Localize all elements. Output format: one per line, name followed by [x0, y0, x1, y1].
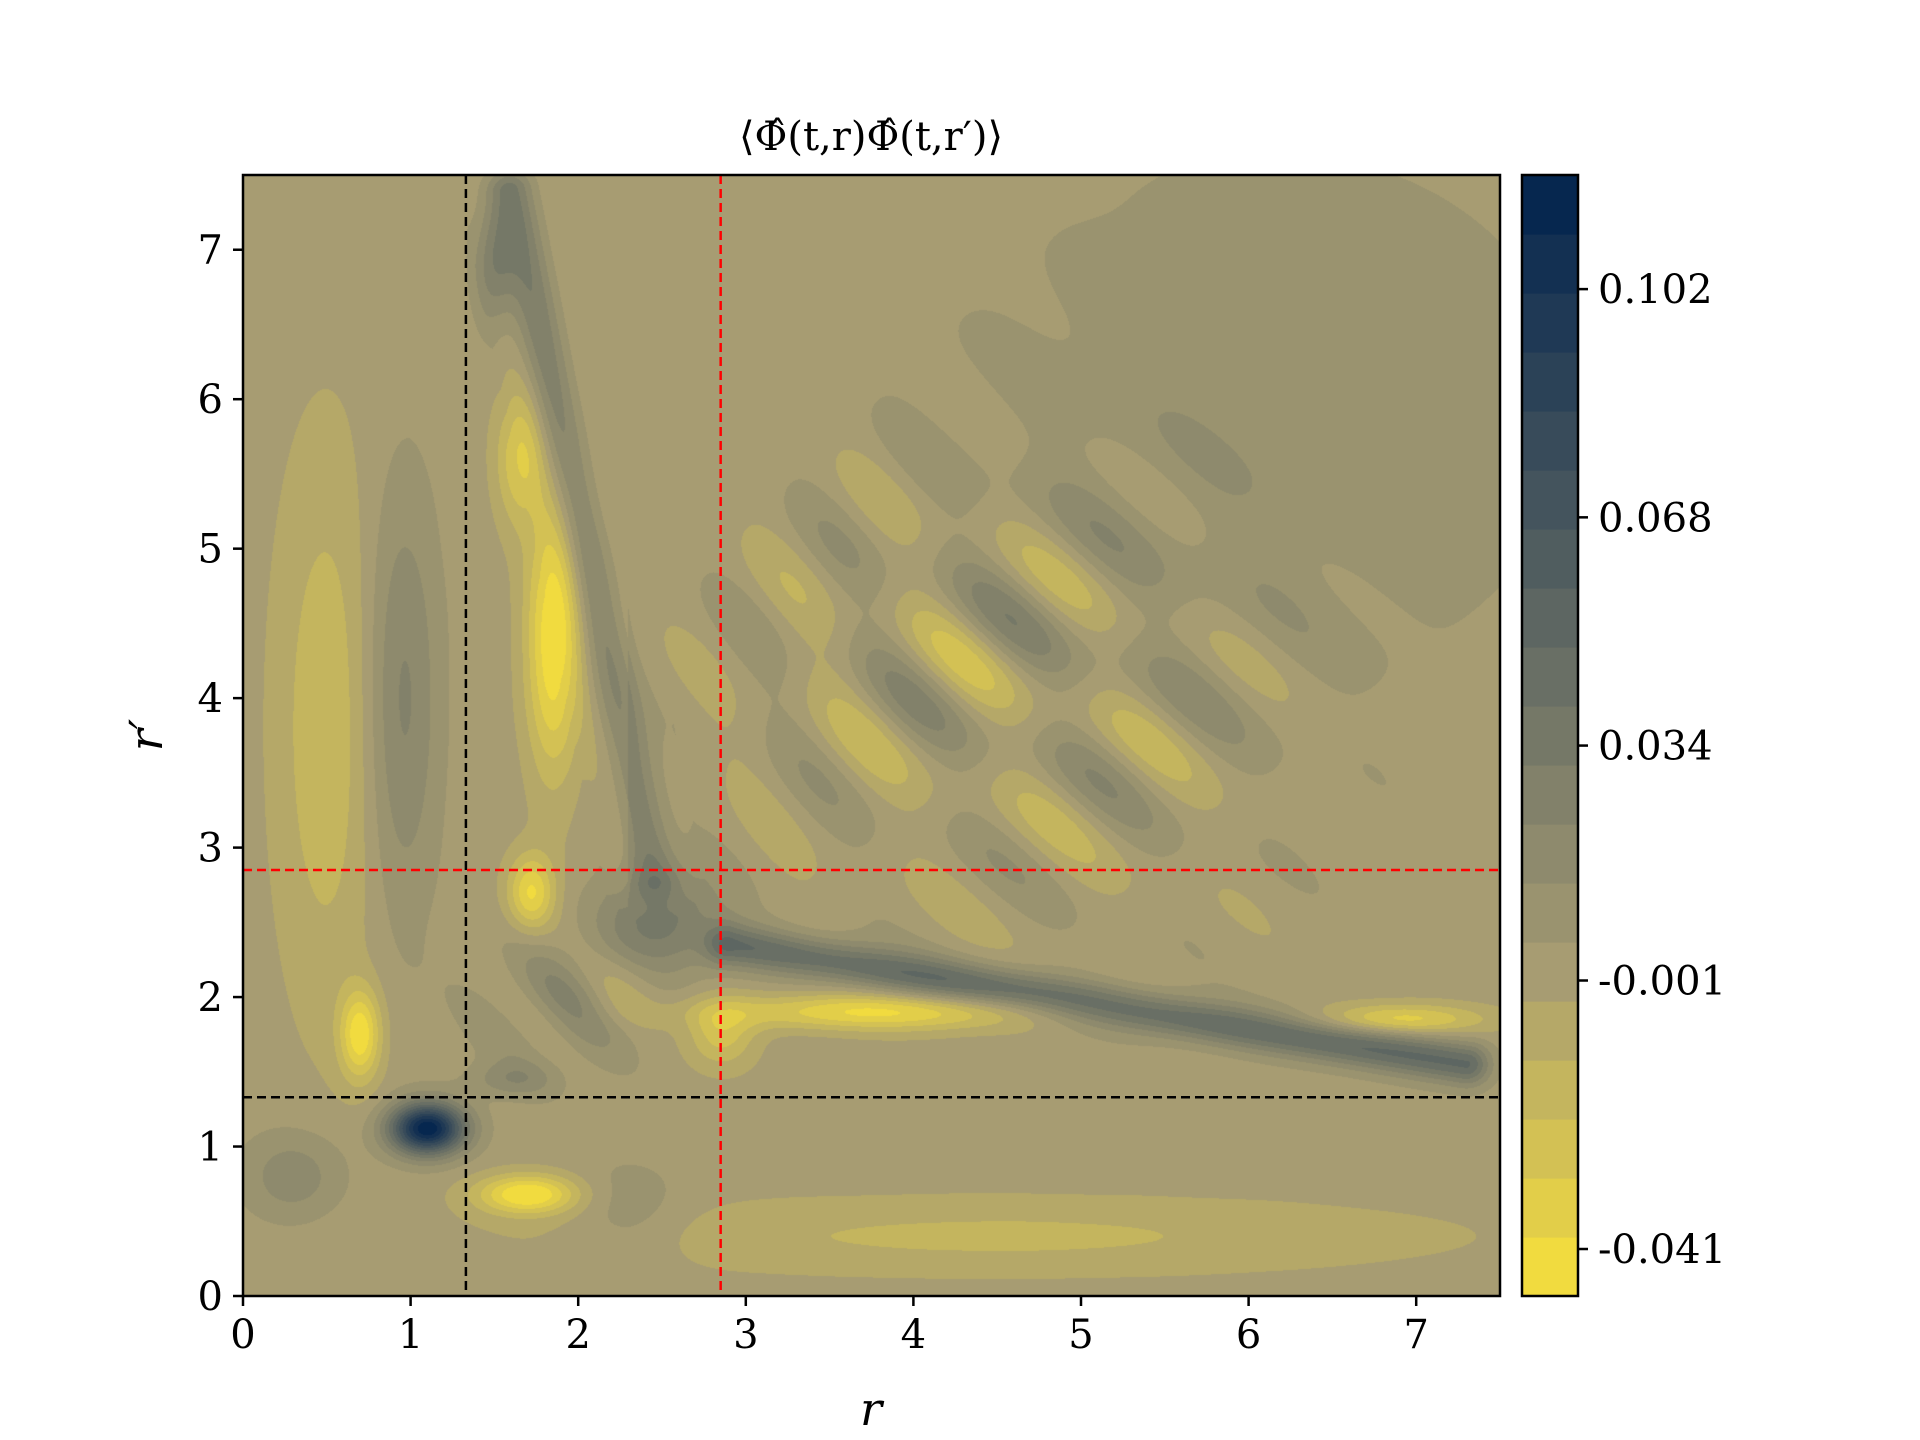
colorbar-tick-label: -0.001: [1598, 959, 1726, 1005]
colorbar-band: [1522, 883, 1578, 943]
colorbar-band: [1522, 293, 1578, 353]
x-tick-label: 0: [230, 1312, 255, 1358]
y-axis: 0 1 2 3 4 5 6 7: [198, 228, 243, 1320]
colorbar-tick-label: 0.102: [1598, 267, 1713, 313]
x-tick-label: 6: [1236, 1312, 1261, 1358]
y-tick-label: 6: [198, 377, 223, 423]
colorbar-band: [1522, 588, 1578, 648]
colorbar-band: [1522, 1119, 1578, 1179]
colorbar-tick-label: 0.034: [1598, 724, 1713, 770]
x-tick-label: 3: [733, 1312, 758, 1358]
colorbar-band: [1522, 1001, 1578, 1061]
colorbar-band: [1522, 942, 1578, 1002]
colorbar-tick-label: -0.041: [1598, 1227, 1726, 1273]
chart-title: ⟨Φ̂(t,r)Φ̂(t,r′)⟩: [739, 114, 1003, 160]
colorbar-band: [1522, 411, 1578, 471]
x-tick-label: 5: [1068, 1312, 1093, 1358]
y-tick-label: 0: [198, 1274, 223, 1320]
colorbar-band: [1522, 647, 1578, 707]
y-tick-label: 4: [198, 676, 223, 722]
y-tick-label: 5: [198, 527, 223, 573]
colorbar: 0.102 0.068 0.034 -0.001 -0.041: [1520, 173, 1726, 1298]
x-tick-label: 7: [1403, 1312, 1428, 1358]
colorbar-band: [1522, 175, 1578, 235]
x-axis: 0 1 2 3 4 5 6 7: [230, 1296, 1429, 1358]
reference-lines: [243, 175, 1500, 1296]
y-axis-label: r′: [119, 718, 173, 751]
colorbar-band: [1522, 234, 1578, 294]
x-tick-label: 4: [901, 1312, 926, 1358]
y-tick-label: 3: [198, 826, 223, 872]
colorbar-band: [1522, 824, 1578, 884]
colorbar-band: [1522, 1237, 1578, 1297]
x-axis-label: r: [860, 1382, 885, 1436]
colorbar-band: [1522, 706, 1578, 766]
colorbar-band: [1522, 352, 1578, 412]
x-tick-label: 1: [398, 1312, 423, 1358]
y-tick-label: 7: [198, 228, 223, 274]
colorbar-band: [1522, 470, 1578, 530]
colorbar-band: [1522, 1060, 1578, 1120]
plot-frame: [241, 173, 1502, 1298]
x-tick-label: 2: [565, 1312, 590, 1358]
colorbar-band: [1522, 529, 1578, 589]
colorbar-band: [1522, 1178, 1578, 1238]
y-tick-label: 2: [198, 975, 223, 1021]
y-tick-label: 1: [198, 1125, 223, 1171]
heatmap-field: [243, 175, 1500, 1296]
colorbar-frame: [1520, 173, 1580, 1298]
colorbar-band: [1522, 765, 1578, 825]
colorbar-tick-label: 0.068: [1598, 495, 1713, 541]
